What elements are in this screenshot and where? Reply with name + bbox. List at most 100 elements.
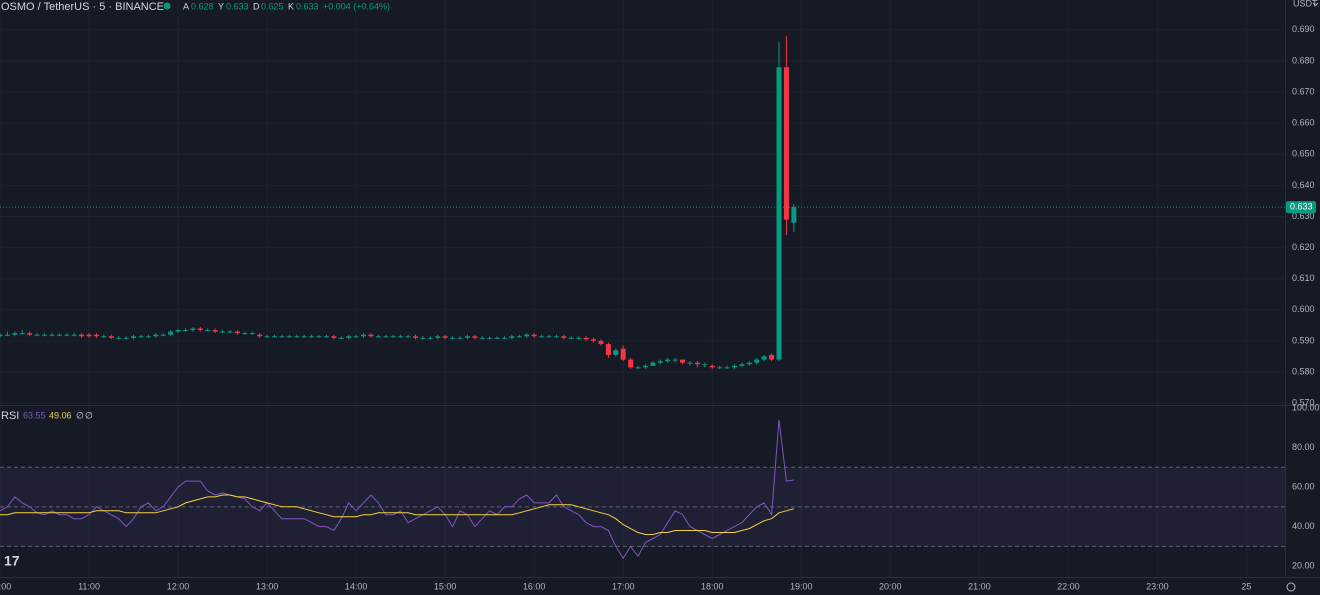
- ohlc-key: K: [288, 1, 294, 11]
- candle-body: [487, 337, 493, 339]
- rsi-band: [0, 467, 1285, 547]
- settings-icon[interactable]: [1286, 582, 1296, 592]
- y-tick-label: 0.670: [1292, 86, 1315, 96]
- candle-body: [553, 336, 559, 338]
- candle-body: [776, 67, 782, 360]
- candle-body: [761, 356, 767, 360]
- status-dot: [163, 2, 171, 10]
- candle-body: [212, 330, 218, 332]
- candle-body: [561, 336, 567, 338]
- x-tick-label: 10:00: [0, 581, 11, 591]
- y-tick-label: 0.600: [1292, 304, 1315, 314]
- candle-body: [390, 336, 396, 338]
- candle-body: [427, 337, 433, 339]
- candle-body: [613, 350, 619, 355]
- candle-body: [539, 336, 545, 338]
- x-tick-label: 19:00: [790, 581, 813, 591]
- ohlc-value: 0.633: [226, 1, 249, 11]
- candle-body: [153, 334, 159, 337]
- ohlc-key: Y: [218, 1, 224, 11]
- candle-body: [635, 367, 641, 369]
- ohlc-key: D: [253, 1, 260, 11]
- rsi-tick-label: 20.00: [1292, 561, 1315, 571]
- candle-body: [746, 362, 752, 365]
- candle-body: [197, 328, 203, 331]
- x-tick-label: 17:00: [612, 581, 635, 591]
- rsi-tick-label: 60.00: [1292, 481, 1315, 491]
- rsi-tick-label: 40.00: [1292, 521, 1315, 531]
- candle-body: [64, 334, 70, 336]
- candle-body: [450, 337, 456, 339]
- candle-body: [783, 67, 789, 220]
- candle-body: [754, 359, 760, 363]
- candle-body: [412, 336, 418, 338]
- candle-body: [93, 334, 99, 337]
- candle-body: [27, 333, 33, 335]
- x-tick-label: 22:00: [1057, 581, 1080, 591]
- candle-body: [338, 337, 344, 339]
- y-tick-label: 0.630: [1292, 211, 1315, 221]
- candle-body: [709, 365, 715, 368]
- candle-body: [160, 334, 166, 336]
- candle-body: [687, 362, 693, 364]
- x-tick-label: 23:00: [1146, 581, 1169, 591]
- candle-body: [272, 336, 278, 338]
- x-tick-label: 21:00: [968, 581, 991, 591]
- ohlc-key: A: [183, 1, 189, 11]
- candle-body: [346, 336, 352, 338]
- currency-chevron[interactable]: [1312, 2, 1319, 7]
- rsi-line: [0, 494, 795, 535]
- rsi-tick-label: 80.00: [1292, 442, 1315, 452]
- candle-body: [479, 337, 485, 339]
- candle-body: [301, 336, 307, 338]
- ohlc-value: 0.633: [296, 1, 319, 11]
- candle-body: [309, 336, 315, 338]
- candle-body: [19, 333, 25, 335]
- candle-body: [442, 336, 448, 338]
- y-tick-label: 0.680: [1292, 55, 1315, 65]
- candle-body: [108, 336, 114, 338]
- candle-body: [323, 336, 329, 338]
- candle-body: [249, 333, 255, 335]
- candle-body: [531, 334, 537, 337]
- candle-body: [56, 334, 62, 336]
- candle-body: [694, 362, 700, 365]
- x-tick-label: 13:00: [256, 581, 279, 591]
- candle-body: [257, 334, 263, 337]
- candle-body: [420, 337, 426, 339]
- candle-body: [264, 336, 270, 338]
- price-tag: [1286, 201, 1316, 214]
- candle-body: [598, 340, 604, 345]
- candle-body: [49, 334, 55, 336]
- y-tick-label: 0.580: [1292, 366, 1315, 376]
- candle-body: [502, 337, 508, 339]
- y-tick-label: 0.570: [1292, 398, 1315, 408]
- rsi-title: RSI: [1, 410, 19, 422]
- candle-body: [168, 331, 174, 335]
- ohlc-value: 0.625: [261, 1, 284, 11]
- candle-body: [642, 365, 648, 368]
- candle-body: [138, 336, 144, 338]
- candle-body: [175, 330, 181, 332]
- candle-body: [472, 336, 478, 338]
- candle-body: [368, 334, 374, 337]
- candle-body: [398, 336, 404, 338]
- candle-body: [583, 337, 589, 340]
- candle-body: [242, 333, 248, 335]
- candle-body: [680, 359, 686, 363]
- candle-body: [524, 334, 530, 337]
- candle-body: [464, 336, 470, 338]
- candle-body: [769, 354, 775, 360]
- ohlc-legend: A 0.628 Y 0.633 D 0.625 K 0.633 +0.004 (+0.64%): [183, 1, 390, 11]
- candle-body: [546, 336, 552, 338]
- ohlc-value: 0.628: [191, 1, 214, 11]
- candle-body: [435, 336, 441, 338]
- price-tag-label: 0.633: [1290, 202, 1313, 212]
- x-tick-label: 14:00: [345, 581, 368, 591]
- currency[interactable]: USDT: [1293, 0, 1318, 8]
- x-tick-label: 11:00: [78, 581, 100, 591]
- ohlc-change: +0.004 (+0.64%): [323, 1, 390, 11]
- candle-body: [605, 344, 611, 355]
- candle-body: [34, 334, 40, 336]
